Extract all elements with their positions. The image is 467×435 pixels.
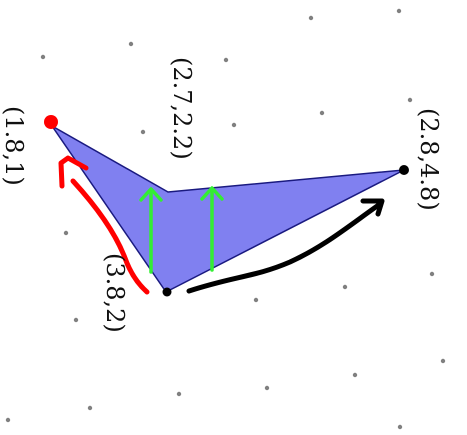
- green-up-arrow-right: [200, 186, 224, 272]
- grid-dot: [73, 317, 79, 323]
- grid-dot: [87, 405, 93, 411]
- vertex-dot-c: [399, 165, 409, 175]
- grid-dot: [5, 417, 11, 423]
- grid-dot: [319, 110, 325, 116]
- vertex-label-a: (1.8,1): [0, 106, 28, 186]
- green-arrows: [139, 186, 224, 274]
- grid-dot: [352, 372, 358, 378]
- grid-dot: [63, 230, 69, 236]
- vertex-label-c: (2.8,4.8): [415, 108, 443, 211]
- grid-dot: [128, 41, 134, 47]
- grid-dot: [140, 129, 146, 135]
- grid-dot: [40, 54, 46, 60]
- grid-dot: [396, 8, 402, 14]
- vertex-label-d: (3.8,2): [101, 253, 129, 333]
- grid-dot: [440, 358, 446, 364]
- vertex-label-b: (2.7,2.2): [168, 57, 196, 160]
- grid-dot: [223, 57, 229, 63]
- grid-dot: [308, 15, 314, 21]
- grid-dot: [342, 284, 348, 290]
- red-stroke-annotation: [58, 155, 150, 295]
- grid-dot: [264, 385, 270, 391]
- grid-dot: [231, 122, 237, 128]
- grid-dot: [407, 97, 413, 103]
- vertex-dot-a: [44, 115, 58, 129]
- grid-dot: [253, 297, 259, 303]
- grid-dot: [397, 424, 403, 430]
- grid-dot: [176, 391, 182, 397]
- vertex-dot-d: [162, 287, 172, 297]
- green-up-arrow-left: [139, 187, 163, 274]
- black-curved-arrow: [186, 198, 385, 294]
- grid-dot: [429, 271, 435, 277]
